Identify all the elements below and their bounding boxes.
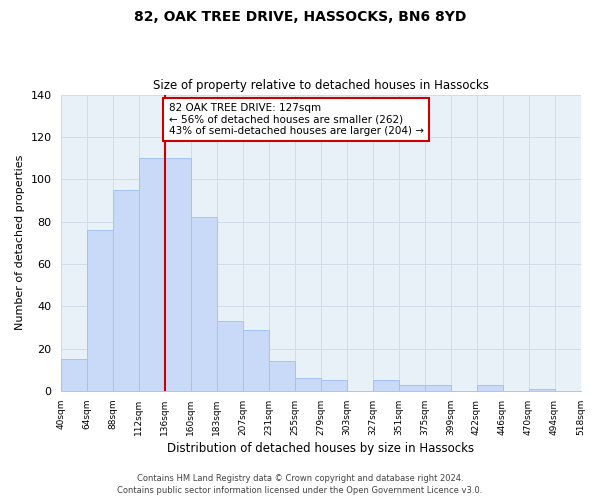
Bar bbox=[164, 158, 191, 391]
Bar bbox=[295, 378, 320, 391]
Text: 82 OAK TREE DRIVE: 127sqm
← 56% of detached houses are smaller (262)
43% of semi: 82 OAK TREE DRIVE: 127sqm ← 56% of detac… bbox=[169, 103, 424, 136]
Text: 82, OAK TREE DRIVE, HASSOCKS, BN6 8YD: 82, OAK TREE DRIVE, HASSOCKS, BN6 8YD bbox=[134, 10, 466, 24]
Bar bbox=[269, 362, 295, 391]
Title: Size of property relative to detached houses in Hassocks: Size of property relative to detached ho… bbox=[152, 79, 488, 92]
Bar bbox=[425, 384, 451, 391]
Bar bbox=[373, 380, 398, 391]
Bar bbox=[217, 321, 242, 391]
Bar bbox=[61, 360, 86, 391]
Bar bbox=[398, 384, 425, 391]
Bar bbox=[476, 384, 503, 391]
Bar bbox=[320, 380, 347, 391]
X-axis label: Distribution of detached houses by size in Hassocks: Distribution of detached houses by size … bbox=[167, 442, 474, 455]
Y-axis label: Number of detached properties: Number of detached properties bbox=[15, 155, 25, 330]
Bar bbox=[86, 230, 113, 391]
Bar bbox=[242, 330, 269, 391]
Bar bbox=[529, 389, 554, 391]
Text: Contains HM Land Registry data © Crown copyright and database right 2024.
Contai: Contains HM Land Registry data © Crown c… bbox=[118, 474, 482, 495]
Bar bbox=[191, 218, 217, 391]
Bar bbox=[139, 158, 164, 391]
Bar bbox=[113, 190, 139, 391]
